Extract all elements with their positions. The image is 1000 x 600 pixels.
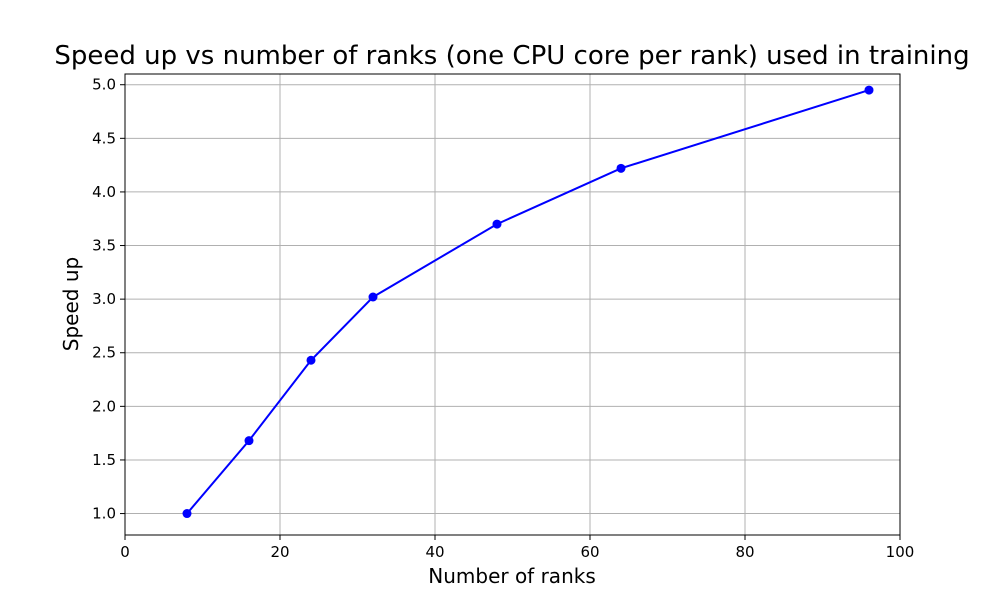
data-point xyxy=(368,292,378,302)
data-point xyxy=(492,219,502,229)
data-point xyxy=(244,436,254,446)
x-tick-label: 20 xyxy=(270,543,289,561)
x-tick-label: 0 xyxy=(120,543,130,561)
y-tick-label: 3.5 xyxy=(92,237,116,255)
x-tick-label: 100 xyxy=(886,543,915,561)
series-line xyxy=(186,89,870,515)
axis-ticks: 0 20 40 60 80 100 1.0 1.5 2.0 2.5 3.0 3.5 4.0 4.5 5.0 xyxy=(92,76,914,561)
data-point xyxy=(616,163,626,173)
y-tick-label: 5.0 xyxy=(92,76,116,94)
x-axis-label: Number of ranks xyxy=(428,564,596,588)
y-tick-label: 2.5 xyxy=(92,344,116,362)
x-tick-label: 60 xyxy=(580,543,599,561)
grid xyxy=(124,74,901,535)
data-point xyxy=(306,355,316,365)
data-point xyxy=(182,509,192,519)
y-tick-label: 2.0 xyxy=(92,397,116,415)
y-axis-label: Speed up xyxy=(59,257,83,351)
chart-title: Speed up vs number of ranks (one CPU cor… xyxy=(54,41,969,71)
plot-area xyxy=(124,73,901,536)
y-tick-label: 1.5 xyxy=(92,451,116,469)
x-tick-label: 80 xyxy=(735,543,754,561)
x-tick-label: 40 xyxy=(425,543,444,561)
y-tick-label: 4.5 xyxy=(92,129,116,147)
y-tick-label: 1.0 xyxy=(92,505,116,523)
y-tick-label: 4.0 xyxy=(92,183,116,201)
data-point xyxy=(864,85,874,95)
y-tick-label: 3.0 xyxy=(92,290,116,308)
series xyxy=(182,85,874,519)
